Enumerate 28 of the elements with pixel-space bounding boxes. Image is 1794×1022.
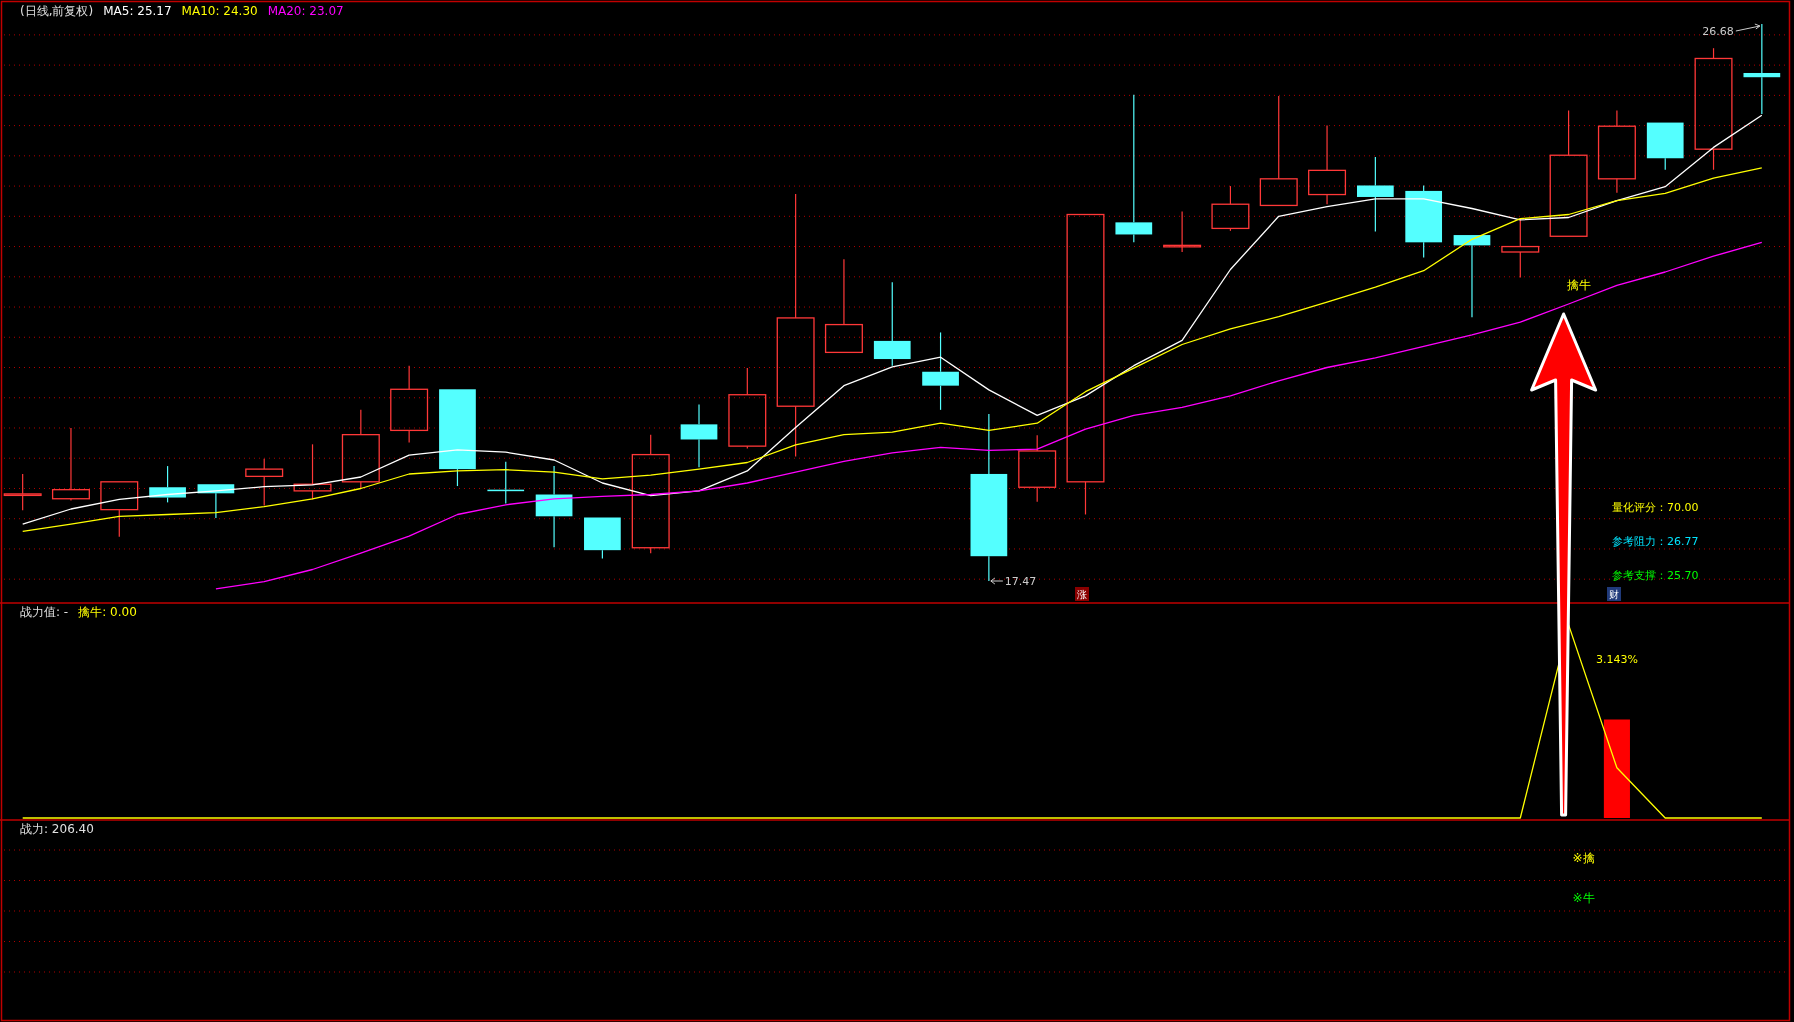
text: 财 xyxy=(1609,589,1619,600)
annotation: 参考支撑：25.70 xyxy=(1612,569,1699,582)
text: MA10: 24.30 xyxy=(181,4,258,18)
candlestick xyxy=(51,427,90,502)
text: MA20: 23.07 xyxy=(267,4,344,18)
annotation: 参考阻力：26.77 xyxy=(1612,535,1699,548)
text: ※擒 xyxy=(1572,851,1595,865)
text: 擒牛: 0.00 xyxy=(78,605,137,619)
candlestick xyxy=(680,403,718,468)
chart-title: 战力值: - xyxy=(20,605,69,619)
candlestick xyxy=(970,413,1008,582)
candlestick xyxy=(776,193,815,458)
candlestick xyxy=(390,365,429,444)
candlestick xyxy=(922,331,959,411)
annotation: 量化评分：70.00 xyxy=(1612,501,1699,514)
text: MA5: 25.17 xyxy=(103,4,172,18)
annotation: 17.47 xyxy=(1004,575,1037,588)
candlestick xyxy=(1357,156,1394,233)
text: ※牛 xyxy=(1572,891,1595,905)
candlestick xyxy=(1308,125,1347,205)
candlestick xyxy=(1597,109,1636,194)
text: 涨 xyxy=(1077,589,1087,600)
annotation: 擒牛 xyxy=(1566,278,1591,292)
text: 战力: 206.40 xyxy=(20,822,94,836)
candlestick xyxy=(1163,210,1202,253)
chart-title: (日线,前复权) xyxy=(20,4,94,18)
annotation: 26.68 xyxy=(1702,25,1734,38)
annotation: 3.143% xyxy=(1595,653,1638,666)
